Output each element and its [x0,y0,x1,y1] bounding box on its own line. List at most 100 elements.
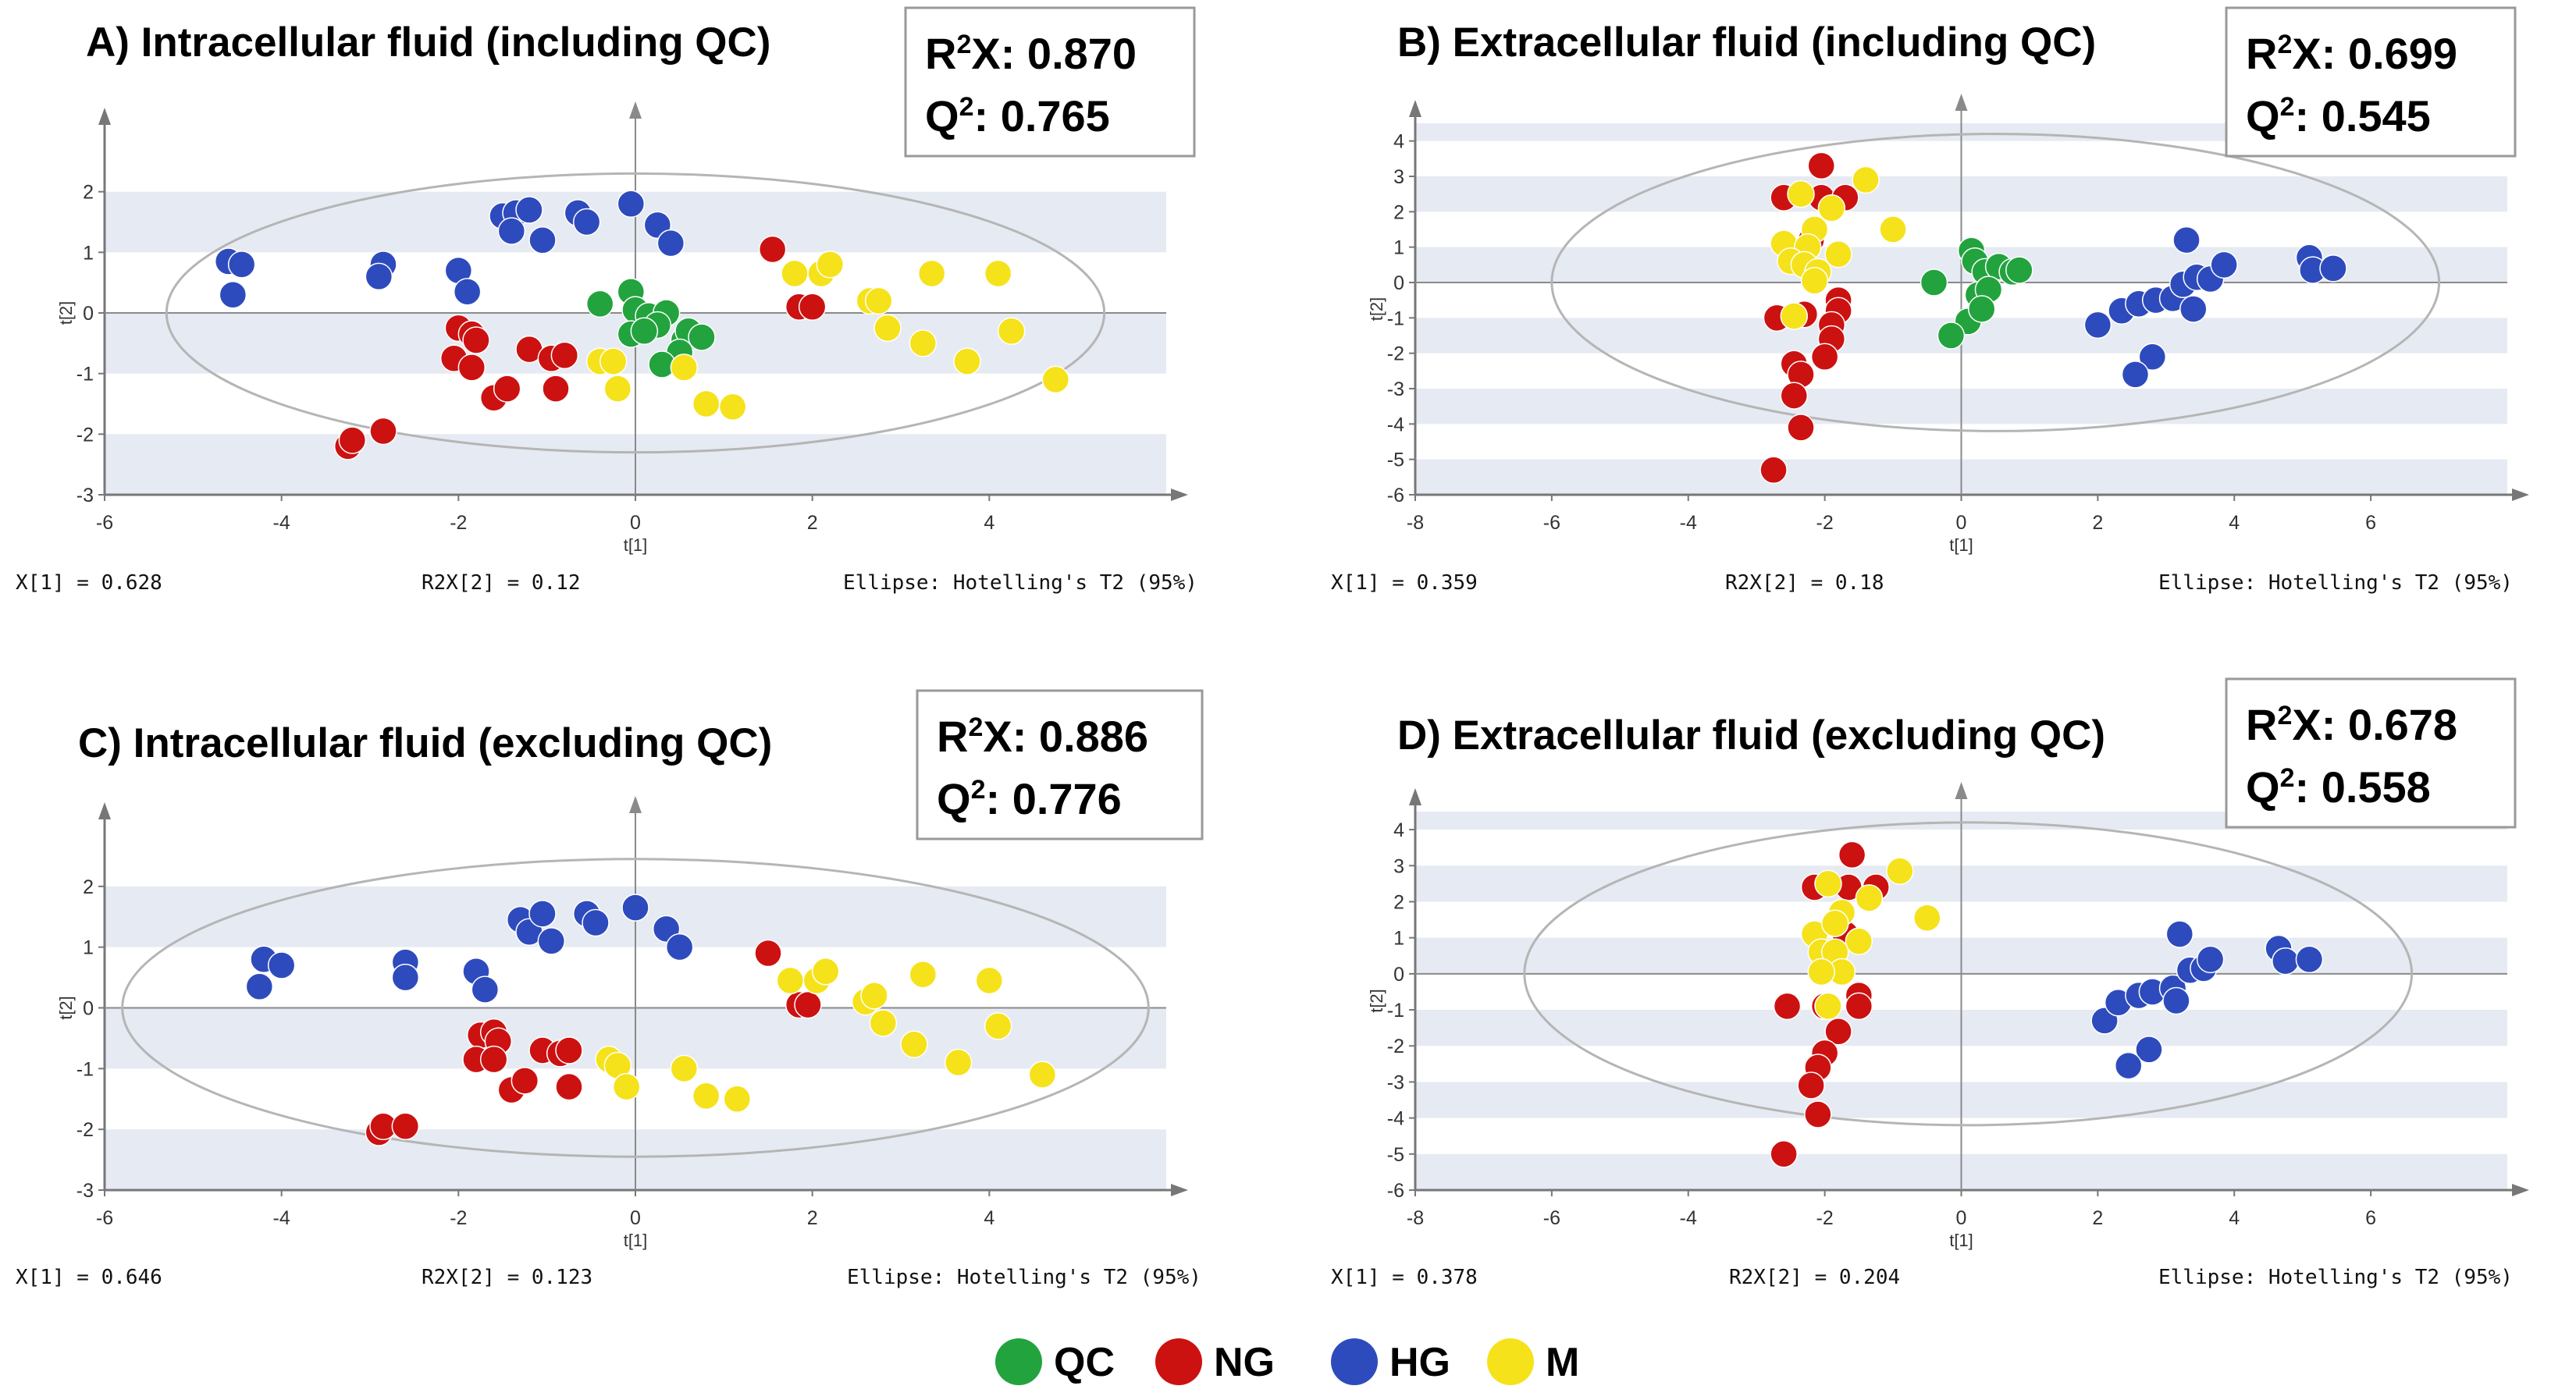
q2-value: Q2: 0.558 [2246,762,2431,812]
y-tick-label: 2 [1393,891,1404,913]
x-tick-label: -6 [1543,1207,1560,1229]
data-point-m [864,286,893,315]
footer-r2x2: R2X[2] = 0.204 [1729,1266,1900,1289]
data-point-m [1913,904,1941,933]
stats-box: R2X: 0.699 Q2: 0.545 [2225,6,2517,158]
data-point-ng [479,1045,508,1074]
legend-label-hg: HG [1389,1340,1450,1385]
y-axis-label: t[2] [1367,989,1386,1013]
data-point-qc [630,317,659,346]
q2-value: Q2: 0.545 [2246,91,2431,140]
data-point-ng [457,354,486,382]
data-point-ng [1773,992,1802,1021]
x-tick-label: 2 [2092,1207,2103,1229]
r2x-value: R2X: 0.678 [2246,700,2457,749]
y-tick-label: 1 [83,242,94,264]
data-point-ng [338,426,367,454]
y-tick-label: -1 [1387,307,1404,329]
footer-line: X[1] = 0.359 R2X[2] = 0.18 Ellipse: Hotell… [1331,571,2513,595]
series-qc [1920,236,2033,350]
data-point-m [1855,884,1884,912]
data-point-m [1886,857,1914,885]
y-tick-label: 3 [1393,166,1404,188]
chart-title: D) Extracellular fluid (excluding QC) [1397,712,2105,759]
stats-box-frame [904,6,1196,158]
zero-axis-arrow-icon [1955,94,1968,111]
chart-title: A) Intracellular fluid (including QC) [86,20,770,66]
data-point-ng [1804,1100,1832,1128]
y-tick-label: -4 [1387,1108,1404,1130]
data-point-hg [391,963,420,992]
data-point-m [1820,909,1849,937]
footer-r2x2: R2X[2] = 0.18 [1725,571,1884,595]
x-tick-label: 4 [2229,512,2240,534]
data-point-hg [572,208,601,236]
data-point-ng [1780,382,1809,410]
data-point-hg [2114,1051,2143,1080]
data-point-qc [1937,322,1966,350]
data-point-hg [227,251,256,279]
x-tick-label: 0 [1956,1207,1967,1229]
y-axis-arrow-icon [1409,788,1421,805]
y-tick-label: -2 [76,1119,94,1141]
y-tick-label: -6 [1387,485,1404,506]
data-point-hg [2196,945,2225,974]
data-point-hg [621,894,649,922]
data-point-ng [754,939,782,968]
chart-title: B) Extracellular fluid (including QC) [1397,20,2096,66]
legend-swatch-m [1487,1338,1534,1385]
x-tick-label: -4 [273,1207,290,1229]
x-tick-label: 4 [2229,1207,2240,1229]
stats-box-frame [2225,677,2517,829]
data-point-m [723,1085,752,1113]
data-point-ng [1759,456,1788,485]
x-tick-label: -6 [1543,512,1560,534]
footer-x1: X[1] = 0.646 [16,1266,162,1289]
data-point-m [984,259,1012,288]
footer-r2x2: R2X[2] = 0.123 [422,1266,592,1289]
x-tick-label: 0 [630,1207,641,1229]
x-tick-label: 6 [2365,512,2376,534]
data-point-ng [542,375,570,403]
x-axis-label: t[1] [1949,535,1973,555]
data-point-m [1800,266,1829,295]
data-point-qc [585,290,614,318]
data-point-m [900,1030,928,1058]
x-axis-arrow-icon [2512,489,2529,501]
data-point-ng [369,417,397,446]
chart-panel-2: -6 -4 -2 0 2 4 -3 -2 -1 0 1 2 t[1] t[2] C) Intracellul… [16,689,1204,1289]
stats-box-frame [2225,6,2517,158]
y-tick-label: -4 [1387,414,1404,435]
data-point-hg [656,229,685,258]
x-axis-arrow-icon [1171,489,1188,501]
data-point-m [917,259,946,288]
data-point-ng [1824,1018,1852,1046]
x-tick-label: -2 [1816,1207,1834,1229]
data-point-hg [665,933,694,961]
data-point-m [1817,194,1846,222]
axes [98,796,1188,1196]
data-point-ng [1770,1140,1798,1168]
data-point-hg [582,908,610,937]
q2-value: Q2: 0.765 [925,91,1110,140]
x-tick-label: 2 [2092,512,2103,534]
x-tick-label: -8 [1407,512,1424,534]
chart-panel-0: -6 -4 -2 0 2 4 -3 -2 -1 0 1 2 t[1] t[2] A) Intracellul… [16,6,1197,595]
data-point-hg [2210,251,2238,279]
data-point-m [1852,165,1880,194]
stats-box: R2X: 0.678 Q2: 0.558 [2225,677,2517,829]
data-point-ng [794,990,822,1019]
data-point-m [975,966,1004,995]
q2-value: Q2: 0.776 [937,774,1122,823]
y-tick-label: -1 [76,1058,94,1080]
data-point-hg [2172,226,2201,254]
data-point-m [1041,365,1070,394]
y-tick-label: -1 [76,364,94,386]
data-point-ng [391,1112,420,1141]
data-point-m [718,393,747,421]
data-point-hg [497,217,526,245]
y-axis-label: t[2] [56,996,76,1020]
data-point-hg [245,972,274,1001]
